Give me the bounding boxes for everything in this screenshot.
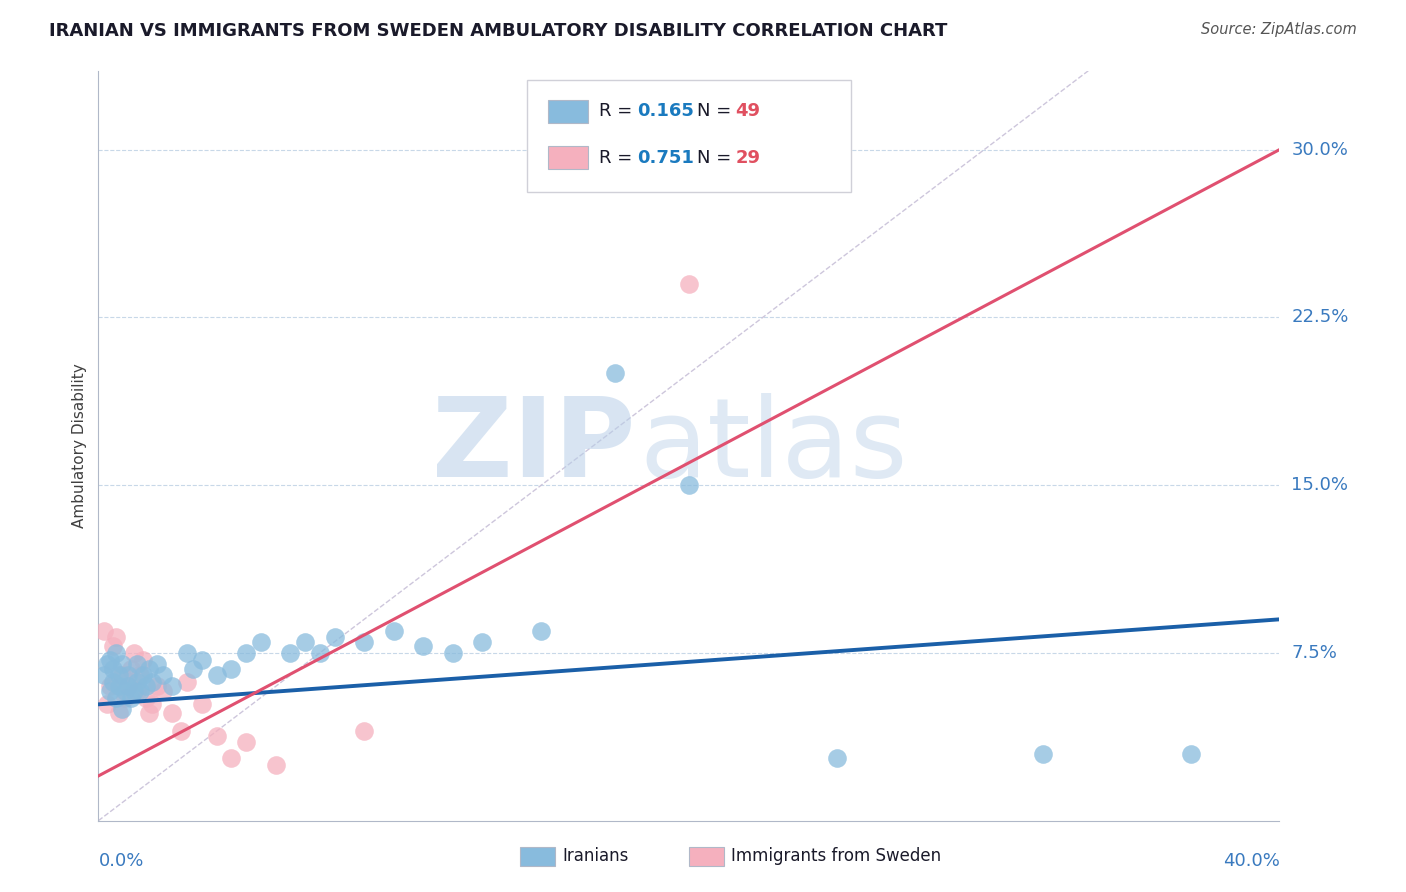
Text: Immigrants from Sweden: Immigrants from Sweden: [731, 847, 941, 865]
Text: ZIP: ZIP: [433, 392, 636, 500]
Point: [382, 624, 405, 638]
Point: [176, 675, 198, 690]
Point: [152, 668, 174, 682]
Point: [309, 646, 332, 660]
Point: [108, 668, 131, 682]
Point: [181, 661, 204, 675]
Text: 0.751: 0.751: [637, 149, 693, 167]
Point: [122, 684, 145, 698]
Text: 15.0%: 15.0%: [1291, 476, 1348, 494]
Y-axis label: Ambulatory Disability: Ambulatory Disability: [72, 364, 87, 528]
Point: [152, 684, 174, 698]
Point: [412, 639, 434, 653]
Text: N =: N =: [697, 103, 737, 120]
Point: [441, 646, 464, 660]
Point: [235, 735, 257, 749]
Point: [1180, 747, 1202, 761]
Text: Source: ZipAtlas.com: Source: ZipAtlas.com: [1201, 22, 1357, 37]
Point: [103, 675, 125, 690]
Point: [125, 684, 148, 698]
Point: [146, 680, 169, 694]
Text: N =: N =: [697, 149, 737, 167]
Text: R =: R =: [599, 149, 638, 167]
Point: [108, 680, 131, 694]
Text: IRANIAN VS IMMIGRANTS FROM SWEDEN AMBULATORY DISABILITY CORRELATION CHART: IRANIAN VS IMMIGRANTS FROM SWEDEN AMBULA…: [49, 22, 948, 40]
Point: [1032, 747, 1054, 761]
Point: [678, 478, 700, 492]
Point: [530, 624, 553, 638]
Text: 30.0%: 30.0%: [1291, 141, 1348, 159]
Point: [221, 661, 243, 675]
Point: [162, 706, 183, 721]
Point: [105, 630, 128, 644]
Text: 22.5%: 22.5%: [1291, 309, 1348, 326]
Point: [138, 706, 160, 721]
Point: [93, 668, 115, 682]
Point: [162, 680, 183, 694]
Point: [122, 646, 145, 660]
Point: [135, 690, 157, 705]
Text: 7.5%: 7.5%: [1291, 644, 1337, 662]
Point: [323, 630, 346, 644]
Point: [114, 690, 136, 705]
Point: [294, 634, 316, 648]
Point: [93, 624, 115, 638]
Point: [221, 751, 243, 765]
Point: [605, 367, 627, 381]
Point: [111, 702, 134, 716]
Text: atlas: atlas: [640, 392, 908, 500]
Point: [191, 652, 214, 666]
Point: [117, 680, 139, 694]
Point: [125, 657, 148, 671]
Point: [105, 690, 128, 705]
Point: [825, 751, 848, 765]
Point: [114, 684, 136, 698]
Point: [146, 657, 169, 671]
Point: [205, 668, 228, 682]
Point: [96, 698, 118, 712]
Point: [353, 724, 375, 739]
Point: [132, 652, 155, 666]
Point: [264, 757, 287, 772]
Point: [191, 698, 214, 712]
Point: [105, 646, 128, 660]
Point: [117, 668, 139, 682]
Text: Iranians: Iranians: [562, 847, 628, 865]
Point: [353, 634, 375, 648]
Point: [141, 675, 163, 690]
Text: 40.0%: 40.0%: [1223, 852, 1279, 870]
Point: [98, 684, 121, 698]
Point: [103, 639, 125, 653]
Point: [111, 668, 134, 682]
Point: [235, 646, 257, 660]
Point: [280, 646, 302, 660]
Point: [128, 684, 150, 698]
Point: [138, 661, 160, 675]
Point: [471, 634, 494, 648]
Point: [132, 668, 155, 682]
Point: [108, 706, 131, 721]
Point: [117, 680, 139, 694]
Point: [111, 657, 134, 671]
Point: [103, 661, 125, 675]
Point: [120, 661, 142, 675]
Text: 0.165: 0.165: [637, 103, 693, 120]
Text: R =: R =: [599, 103, 638, 120]
Point: [125, 675, 148, 690]
Text: 0.0%: 0.0%: [98, 852, 143, 870]
Point: [176, 646, 198, 660]
Point: [141, 698, 163, 712]
Point: [170, 724, 193, 739]
Point: [128, 668, 150, 682]
Point: [205, 729, 228, 743]
Point: [96, 657, 118, 671]
Point: [120, 690, 142, 705]
Point: [678, 277, 700, 291]
Point: [135, 680, 157, 694]
Point: [250, 634, 273, 648]
Point: [98, 680, 121, 694]
Point: [98, 652, 121, 666]
Text: 29: 29: [735, 149, 761, 167]
Text: 49: 49: [735, 103, 761, 120]
